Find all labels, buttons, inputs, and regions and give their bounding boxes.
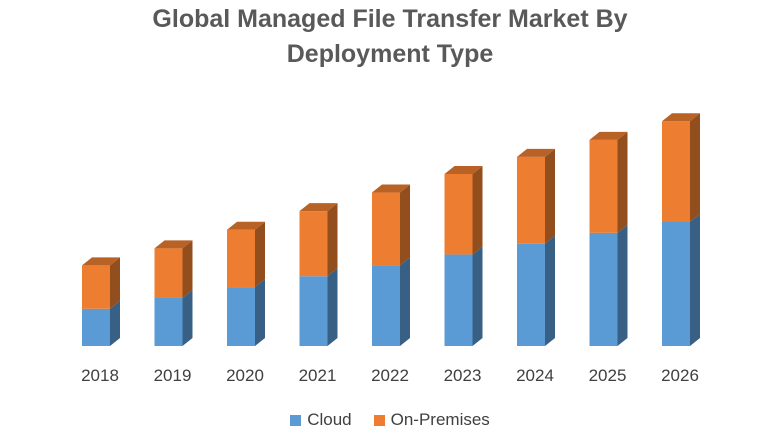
bar-cloud-2019 [154,297,183,346]
bar-cloud-2023 [444,254,473,346]
bar-cloud-2019-side [182,289,193,346]
bar-cloud-2020 [227,287,255,346]
x-tick-label-2026: 2026 [661,366,699,385]
legend-item-cloud: Cloud [290,408,352,432]
bar-cloud-2023-side [472,246,483,346]
bar-cloud-2018-side [110,300,120,346]
bar-on-premises-2023 [444,173,473,255]
bar-cloud-2021 [299,276,328,346]
bar-cloud-2026-side [690,214,700,346]
bar-on-premises-2022-top [372,184,410,193]
bar-on-premises-2022 [372,192,400,266]
x-tick-label-2020: 2020 [226,366,264,385]
bar-cloud-2021-side [327,268,338,346]
bar-cloud-2025-side [617,224,628,346]
bar-cloud-2025 [589,232,618,346]
chart-legend: Cloud On-Premises [0,408,780,432]
bar-on-premises-2018-top [82,257,120,266]
bar-on-premises-2021-top [299,203,338,212]
x-tick-label-2025: 2025 [589,366,627,385]
bar-on-premises-2019-top [154,240,193,249]
bar-on-premises-2019 [154,248,183,298]
x-tick-label-2019: 2019 [154,366,192,385]
bar-on-premises-2024 [517,156,545,244]
bar-cloud-2022-side [400,257,410,346]
bar-on-premises-2019-side [182,240,193,298]
legend-item-on-premises: On-Premises [373,408,490,432]
bar-on-premises-2026-top [662,113,700,122]
bar-on-premises-2024-side [545,148,555,244]
legend-swatch-cloud [290,414,302,426]
chart-title-line-1: Global Managed File Transfer Market By [152,5,628,33]
x-tick-label-2021: 2021 [299,366,337,385]
bar-on-premises-2025-top [589,131,628,140]
bar-on-premises-2021 [299,211,328,277]
bar-cloud-2026 [662,222,690,346]
x-tick-label-2022: 2022 [371,366,409,385]
legend-swatch-on-premises [373,414,385,426]
chart-title: Global Managed File Transfer Market By D… [0,2,780,72]
bar-on-premises-2020-top [227,221,265,230]
bar-on-premises-2023-side [472,165,483,255]
bar-on-premises-2026-side [690,113,700,222]
bar-cloud-2024-side [545,235,555,346]
bar-on-premises-2024-top [517,148,555,157]
bar-cloud-2024 [517,243,545,346]
bar-on-premises-2018-side [110,257,120,309]
x-tick-label-2018: 2018 [81,366,119,385]
bar-on-premises-2018 [82,265,110,309]
bar-on-premises-2025-side [617,131,628,233]
chart-title-line-2: Deployment Type [286,40,494,68]
bar-on-premises-2026 [662,121,690,222]
bar-cloud-2018 [82,308,110,346]
legend-label-on-premises: On-Premises [390,410,490,429]
bar-cloud-2022 [372,265,400,346]
x-tick-label-2024: 2024 [516,366,554,385]
stacked-bar-chart: 2018 2019 2020 2021 2022 2023 2024 2025 2026 [81,113,700,385]
bar-cloud-2020-side [255,279,265,346]
bar-on-premises-2020 [227,229,255,288]
bar-on-premises-2023-top [444,165,483,174]
bar-on-premises-2025 [589,139,618,233]
legend-label-cloud: Cloud [307,410,352,429]
bar-on-premises-2022-side [400,184,410,266]
bar-on-premises-2020-side [255,221,265,288]
x-tick-label-2023: 2023 [444,366,482,385]
bar-on-premises-2021-side [327,203,338,277]
